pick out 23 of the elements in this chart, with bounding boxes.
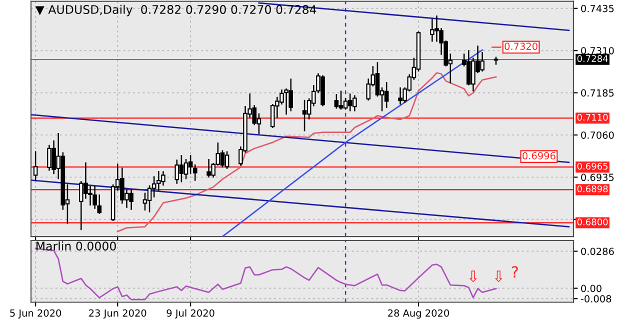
x-tick-label: 28 Aug 2020	[388, 309, 449, 319]
ref-line-label: 0.6898	[577, 185, 608, 192]
y-tick-label: 0.6935	[581, 174, 614, 182]
x-tick-label: 5 Jun 2020	[10, 309, 62, 319]
y-tick-label: -0.008	[580, 295, 612, 302]
chart-title: Marlin 0.0000	[36, 241, 116, 251]
annotation: ?	[512, 266, 518, 278]
y-tick-label: 0.7435	[581, 4, 614, 12]
ref-line-label: 0.6800	[577, 218, 608, 226]
ref-line-label: 0.7284	[577, 55, 608, 62]
ref-line-label: 0.6965	[577, 162, 608, 170]
y-tick-label: 0.0286	[581, 248, 614, 256]
x-tick-label: 9 Jul 2020	[166, 309, 214, 319]
annotation: 0.6996	[522, 152, 556, 160]
x-tick-label: 23 Jun 2020	[89, 309, 146, 319]
annotation: ⇩	[469, 270, 477, 282]
y-tick-label: 0.00	[581, 284, 602, 292]
chart-title: ▼ AUDUSD,Daily 0.7282 0.7290 0.7270 0.7284	[35, 4, 316, 16]
annotation: 0.7320	[504, 42, 538, 50]
y-tick-label: 0.7060	[581, 131, 614, 139]
annotation: ⇩	[494, 270, 502, 282]
ref-line-label: 0.7110	[577, 114, 608, 121]
y-tick-label: 0.7185	[581, 89, 614, 97]
